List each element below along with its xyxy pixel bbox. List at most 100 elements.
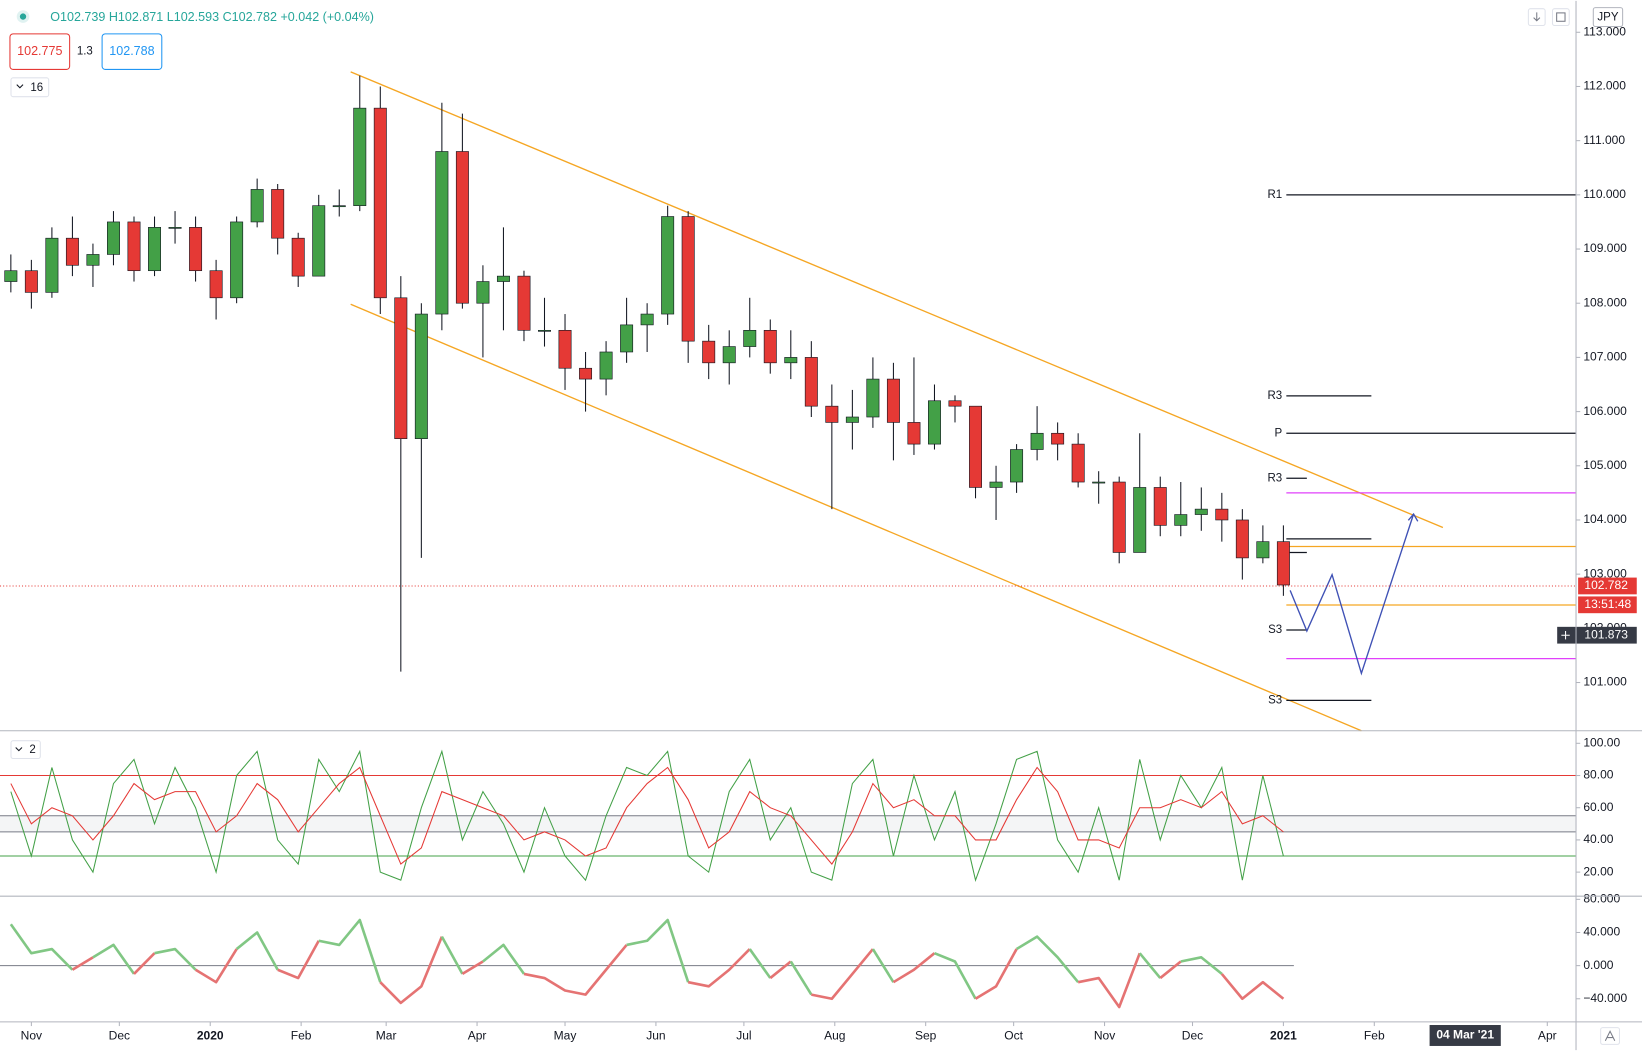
maximize-icon[interactable] — [1556, 12, 1566, 22]
candle-body — [866, 378, 880, 418]
oscillator-line — [1180, 956, 1223, 975]
currency[interactable]: JPY — [1597, 12, 1618, 24]
last-price-tag — [1578, 577, 1637, 595]
candle-body — [886, 378, 900, 423]
currency-button[interactable] — [1592, 7, 1624, 28]
candle-body — [1071, 443, 1085, 483]
candle-body — [353, 107, 367, 206]
candle-body — [1133, 487, 1147, 553]
candle-body — [332, 205, 346, 208]
crosshair-price-label: 101.873 — [1584, 627, 1628, 641]
candle-body — [989, 481, 1003, 488]
candle-body — [291, 237, 305, 277]
x-tick-label: Sep — [915, 1029, 937, 1043]
oscillator-line — [871, 948, 895, 983]
projection-path — [1289, 513, 1415, 676]
indicator-count[interactable]: 2 — [29, 744, 35, 756]
y-tick-label: 40.00 — [1583, 832, 1613, 846]
ask-price[interactable]: 102.788 — [109, 44, 154, 58]
oscillator-line — [1015, 935, 1080, 984]
level-label: R3 — [1267, 390, 1282, 402]
channel-line — [350, 303, 1362, 732]
y-tick-label: 107.000 — [1583, 350, 1627, 364]
candle-body — [24, 270, 38, 293]
oscillator-line — [626, 918, 690, 983]
candle-body — [1010, 449, 1024, 483]
candle-body — [1174, 514, 1188, 526]
candle-body — [1030, 432, 1044, 450]
candle-body — [107, 221, 120, 255]
indicator-toggle[interactable] — [10, 740, 41, 760]
oscillator-line — [1220, 973, 1285, 1001]
indicator-toggle[interactable] — [10, 77, 50, 98]
oscillator-line — [379, 936, 444, 1005]
y-tick-label: 80.000 — [1583, 892, 1620, 906]
arrow-icon[interactable] — [1533, 12, 1541, 22]
oscillator-line — [133, 952, 156, 975]
ask-button[interactable] — [101, 33, 163, 70]
spread: 1.3 — [77, 46, 93, 58]
x-tick-label: Feb — [1364, 1029, 1385, 1043]
candle-body — [538, 329, 551, 332]
maximize-button[interactable] — [1551, 8, 1570, 26]
candle-body — [702, 340, 716, 364]
countdown-label: 13:51:48 — [1584, 597, 1631, 611]
candle-body — [127, 221, 141, 272]
x-tick-label: 2020 — [197, 1029, 224, 1043]
candle-body — [1215, 508, 1229, 521]
chevron-icon[interactable] — [16, 84, 24, 89]
level-label: S3 — [1268, 624, 1282, 636]
y-tick-label: 60.00 — [1583, 800, 1613, 814]
candle-body — [230, 221, 244, 299]
y-tick-label: 40.000 — [1583, 925, 1620, 939]
stoch-line — [10, 766, 1284, 865]
candle-body — [312, 205, 326, 277]
candle-body — [209, 270, 223, 299]
y-tick-label: 0.000 — [1583, 958, 1613, 972]
symbol-icon — [19, 13, 27, 20]
oscillator-line — [933, 951, 977, 1000]
candle-body — [394, 297, 408, 439]
y-tick-label: 103.000 — [1583, 566, 1627, 580]
candle-body — [414, 313, 428, 439]
y-tick-label: 113.000 — [1583, 24, 1626, 38]
oscillator-line — [461, 960, 484, 976]
x-tick-label: May — [554, 1029, 577, 1043]
candle-body — [496, 275, 510, 282]
level-label: R1 — [1267, 189, 1282, 201]
y-tick-label: −40.000 — [1583, 991, 1627, 1005]
chevron-icon[interactable] — [15, 747, 23, 752]
oscillator-line — [748, 948, 772, 979]
indicator-count[interactable]: 16 — [30, 82, 43, 94]
candle-body — [579, 367, 593, 380]
candle-body — [845, 416, 859, 423]
level-band — [0, 815, 1577, 832]
oscillator-line — [154, 947, 197, 971]
candle-body — [65, 237, 79, 266]
bid-price[interactable]: 102.775 — [17, 44, 62, 58]
oscillator-line — [482, 943, 526, 975]
candle-body — [1112, 481, 1126, 553]
x-tick-label: Apr — [468, 1029, 487, 1043]
x-tick-label: Dec — [1182, 1029, 1203, 1043]
x-tick-label: Dec — [109, 1029, 130, 1043]
crosshair-price-tag — [1557, 626, 1637, 644]
auto-scale-icon[interactable] — [1604, 1030, 1616, 1041]
stoch-line — [10, 749, 1284, 883]
countdown-tag — [1578, 596, 1637, 614]
oscillator-line — [811, 948, 874, 1001]
candle-body — [558, 329, 572, 369]
oscillator-line — [194, 948, 238, 984]
bid-button[interactable] — [9, 33, 71, 70]
candle-body — [435, 151, 449, 315]
x-tick-label: Oct — [1004, 1029, 1023, 1043]
candle-body — [1153, 487, 1167, 526]
candle-body — [271, 189, 285, 239]
candle-body — [1194, 508, 1208, 515]
candle-body — [620, 324, 634, 353]
candle-body — [969, 405, 982, 488]
candle-body — [517, 275, 531, 331]
candle-body — [743, 329, 757, 347]
